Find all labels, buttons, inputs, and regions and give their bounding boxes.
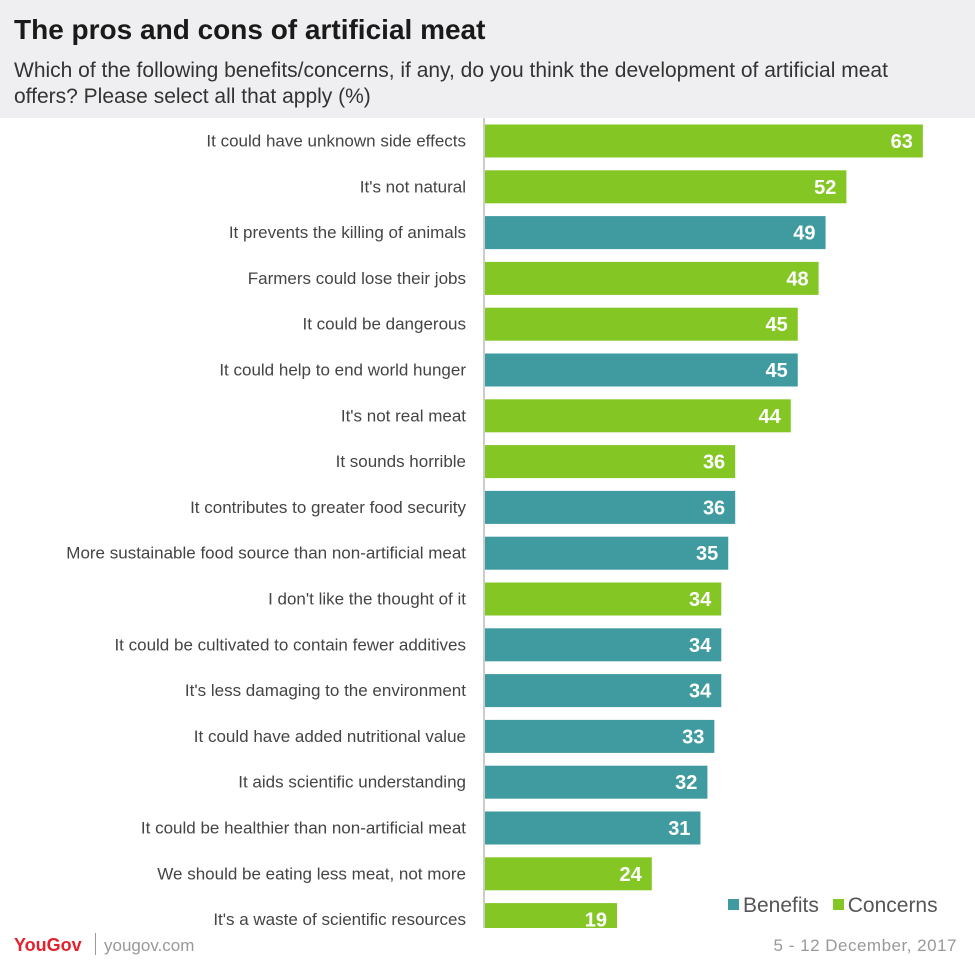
footer-date: 5 - 12 December, 2017 [773,936,957,955]
bar-benefits [485,719,715,753]
bar-value-label: 19 [585,910,607,928]
footer-divider [95,933,96,955]
chart-header: The pros and cons of artificial meat Whi… [0,0,975,118]
bar-benefits [485,536,729,570]
bar-value-label: 48 [786,268,808,290]
bar-value-label: 24 [620,864,643,886]
bar-benefits [485,353,798,387]
category-label: It could help to end world hunger [219,361,466,380]
bar-chart: It could have unknown side effects 63 It's… [66,118,923,928]
category-label: More sustainable food source than non-ar… [66,544,466,563]
bar-concerns [485,399,791,433]
category-label: It could have unknown side effects [206,132,466,151]
bar-value-label: 45 [766,314,788,336]
category-label: I don't like the thought of it [268,590,466,609]
bar-benefits [485,490,736,524]
bar-benefits [485,628,722,662]
bar-value-label: 49 [793,223,815,245]
bar-benefits [485,811,701,845]
category-label: It sounds horrible [336,452,466,471]
bar-value-label: 34 [689,681,712,703]
bar-value-label: 63 [891,131,913,153]
category-label: We should be eating less meat, not more [157,864,466,883]
bar-benefits [485,765,708,799]
bar-value-label: 44 [759,406,782,428]
chart-subtitle: Which of the following benefits/concerns… [14,59,888,108]
bar-value-label: 45 [766,360,788,382]
bar-value-label: 36 [703,497,725,519]
bar-concerns [485,170,847,204]
bar-concerns [485,903,618,928]
legend-swatch-benefits [728,899,739,910]
category-label: Farmers could lose their jobs [248,269,466,288]
yougov-logo: YouGov [14,935,82,955]
bar-value-label: 31 [668,818,690,840]
bar-concerns [485,857,652,891]
bar-value-label: 52 [814,177,836,199]
bar-benefits [485,674,722,708]
category-label: It could be healthier than non-artificia… [141,819,466,838]
bar-value-label: 33 [682,726,704,748]
category-label: It could be dangerous [302,315,466,334]
bar-value-label: 34 [689,635,712,657]
legend-label-benefits: Benefits [743,894,819,917]
bar-value-label: 36 [703,452,725,474]
bar-concerns [485,445,736,479]
bar-concerns [485,582,722,616]
legend-label-concerns: Concerns [847,894,938,917]
category-label: It contributes to greater food security [190,498,466,517]
category-label: It aids scientific understanding [238,773,466,792]
footer-url: yougov.com [104,936,195,955]
bar-value-label: 35 [696,543,718,565]
bar-concerns [485,307,798,341]
bar-concerns [485,261,819,295]
bar-value-label: 34 [689,589,712,611]
legend: Benefits Concerns [728,894,938,918]
bar-concerns [485,124,923,158]
category-label: It could have added nutritional value [194,727,466,746]
legend-swatch-concerns [832,899,844,910]
category-label: It's not natural [360,177,466,196]
bar-value-label: 32 [675,772,697,794]
category-label: It could be cultivated to contain fewer … [114,635,466,654]
bar-benefits [485,216,826,250]
category-label: It's a waste of scientific resources [213,910,466,928]
category-label: It's less damaging to the environment [185,681,466,700]
category-label: It's not real meat [341,406,466,425]
category-label: It prevents the killing of animals [229,223,466,242]
chart-title: The pros and cons of artificial meat [14,14,486,45]
